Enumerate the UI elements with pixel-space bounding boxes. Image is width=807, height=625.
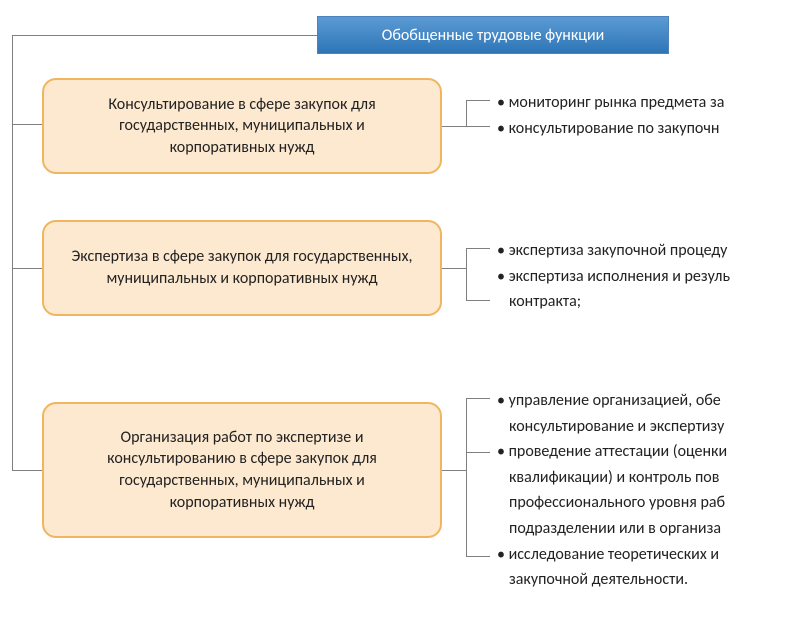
bullets-2: управление организацией, обеконсультиров…	[497, 388, 727, 593]
b2b-2-v	[466, 398, 467, 556]
b2b-0-h2b	[466, 126, 490, 127]
b2b-2-h2c	[466, 556, 490, 557]
header-branch	[12, 35, 317, 36]
func-box-text: Организация работ по экспертизе и консул…	[66, 427, 418, 513]
func-box-text: Консультирование в сфере закупок для гос…	[66, 94, 418, 159]
trunk-line	[12, 35, 13, 470]
header-box: Обобщенные трудовые функции	[317, 16, 669, 54]
b2b-1-h2a	[466, 248, 490, 249]
func-box-0: Консультирование в сфере закупок для гос…	[42, 78, 442, 174]
b2b-0-h1	[442, 126, 466, 127]
func-box-1: Экспертиза в сфере закупок для государст…	[42, 220, 442, 316]
b2b-1-v	[466, 248, 467, 300]
func-box-2: Организация работ по экспертизе и консул…	[42, 402, 442, 538]
bullets-0: мониторинг рынка предмета законсультиров…	[497, 90, 724, 141]
b2b-0-h2a	[466, 100, 490, 101]
branch-0	[12, 124, 42, 125]
b2b-2-h2b	[466, 452, 490, 453]
b2b-2-h2a	[466, 398, 490, 399]
b2b-2-h1	[442, 470, 466, 471]
b2b-1-h1	[442, 268, 466, 269]
func-box-text: Экспертиза в сфере закупок для государст…	[66, 246, 418, 289]
branch-1	[12, 268, 42, 269]
b2b-1-h2b	[466, 300, 490, 301]
bullets-1: экспертиза закупочной процедуэкспертиза …	[497, 238, 730, 315]
b2b-0-v	[466, 100, 467, 126]
header-title: Обобщенные трудовые функции	[382, 26, 605, 45]
branch-2	[12, 470, 42, 471]
diagram-canvas: { "header": { "title": "Обобщенные трудо…	[0, 0, 807, 625]
